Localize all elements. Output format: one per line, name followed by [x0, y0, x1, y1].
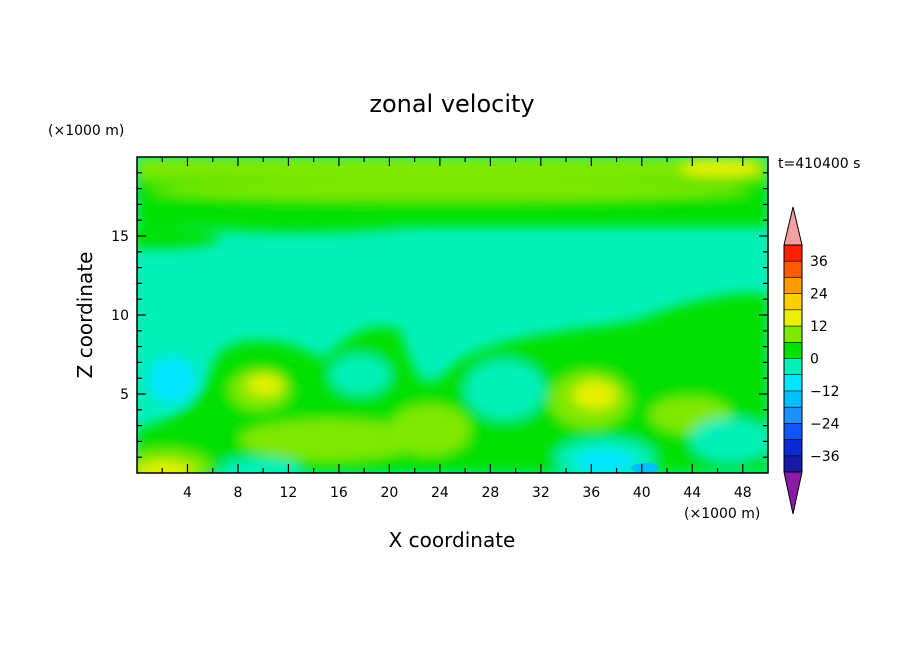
colorbar-label: −36 — [810, 449, 840, 465]
x-axis-label: X coordinate — [389, 528, 516, 552]
colorbar-segment — [784, 390, 802, 408]
x-tick-label: 4 — [183, 485, 192, 501]
colorbar-segment — [784, 245, 802, 262]
y-tick-label: 10 — [111, 308, 129, 324]
y-tick-label: 5 — [120, 387, 129, 403]
x-tick-label: 24 — [431, 485, 449, 501]
colorbar-label: −24 — [810, 416, 840, 432]
colorbar-segment — [784, 277, 802, 294]
y-axis-ticks: 5 10 15 — [111, 172, 768, 458]
colorbar: −36 −24 −12 0 12 24 36 — [783, 206, 840, 515]
colorbar-segment — [784, 326, 802, 343]
y-unit-label: (×1000 m) — [48, 123, 124, 139]
colorbar-label: −12 — [810, 384, 840, 400]
colorbar-label: 24 — [810, 287, 828, 303]
y-tick-label: 15 — [111, 229, 129, 245]
colorbar-segment — [784, 342, 802, 359]
contour-field — [137, 157, 768, 473]
colorbar-label: 0 — [810, 352, 819, 368]
colorbar-segment — [784, 439, 802, 456]
x-tick-label: 40 — [633, 485, 651, 501]
colorbar-segment — [784, 358, 802, 375]
x-tick-label: 36 — [582, 485, 600, 501]
colorbar-under-arrow — [783, 471, 803, 515]
x-tick-label: 8 — [233, 485, 242, 501]
colorbar-label: 36 — [810, 254, 828, 270]
colorbar-over-arrow — [783, 206, 803, 246]
colorbar-segment — [784, 261, 802, 278]
colorbar-segment — [784, 455, 802, 472]
x-tick-label: 28 — [481, 485, 499, 501]
x-tick-label: 16 — [330, 485, 348, 501]
colorbar-segment — [784, 407, 802, 424]
chart-title: zonal velocity — [369, 90, 534, 118]
colorbar-segment — [784, 293, 802, 310]
x-tick-label: 32 — [532, 485, 550, 501]
colorbar-label: 12 — [810, 319, 828, 335]
x-tick-label: 44 — [683, 485, 701, 501]
x-tick-label: 12 — [280, 485, 298, 501]
y-axis-label: Z coordinate — [73, 252, 97, 379]
colorbar-segment — [784, 309, 802, 327]
x-tick-label: 20 — [380, 485, 398, 501]
x-unit-label: (×1000 m) — [684, 506, 760, 522]
colorbar-segment — [784, 423, 802, 440]
x-axis-ticks: 4 8 12 16 20 24 28 32 36 40 44 48 — [161, 157, 752, 501]
x-tick-label: 48 — [734, 485, 752, 501]
colorbar-segment — [784, 374, 802, 391]
time-label: t=410400 s — [778, 156, 860, 172]
